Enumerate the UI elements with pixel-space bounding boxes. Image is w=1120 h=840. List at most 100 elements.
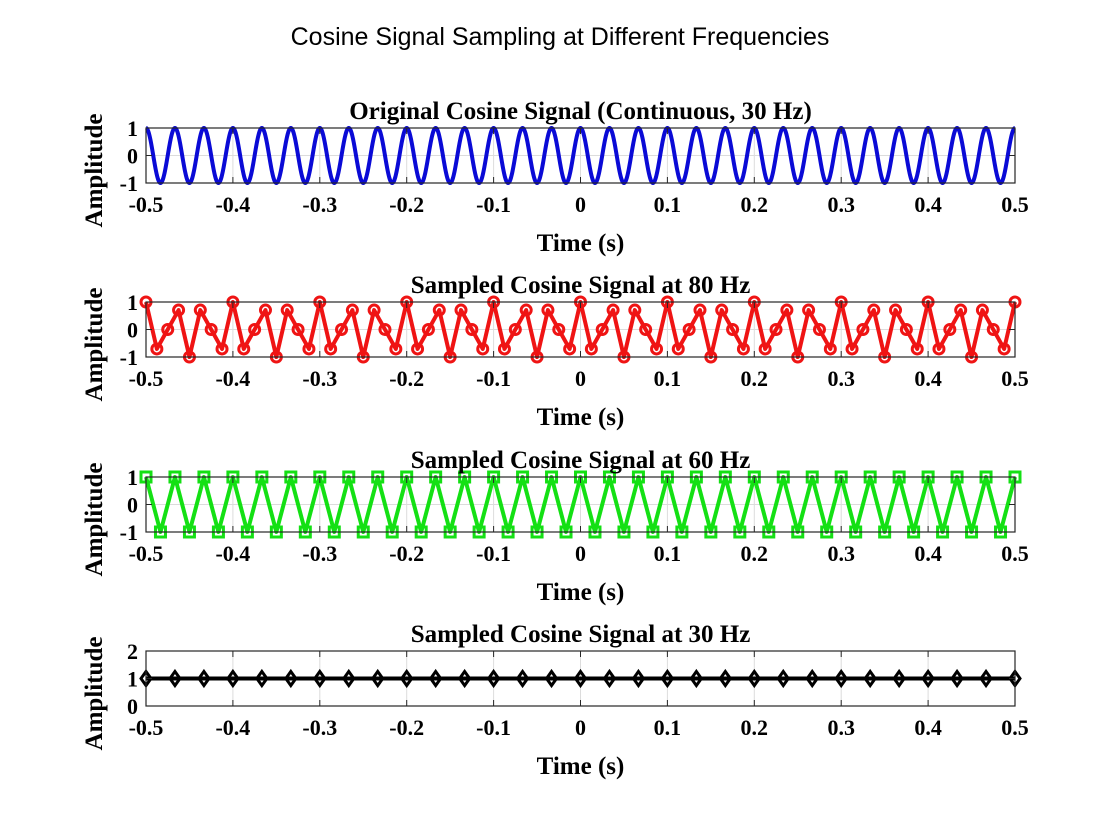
subplot-title: Sampled Cosine Signal at 80 Hz — [411, 272, 751, 299]
data-point — [954, 303, 968, 317]
x-tick-label: 0.1 — [654, 715, 682, 740]
x-tick-label: 0.5 — [1001, 715, 1029, 740]
y-tick-label: 0 — [127, 318, 138, 343]
data-point — [255, 668, 269, 689]
x-tick-label: 0.3 — [827, 192, 855, 217]
y-axis-label: Amplitude — [81, 463, 108, 577]
subplot-grid: -0.5 -0.4 -0.3 -0.2 -0.1 0 0.1 0.2 0.3 0.4 0.5-101… — [81, 98, 1029, 780]
data-point — [650, 342, 664, 356]
data-point — [606, 303, 620, 317]
x-tick-label: -0.4 — [215, 715, 250, 740]
data-point — [237, 342, 251, 356]
figure-title: Cosine Signal Sampling at Different Freq… — [291, 23, 830, 51]
data-point — [718, 668, 733, 689]
x-tick-label: 0.2 — [741, 541, 769, 566]
x-tick-label: 0.4 — [914, 192, 942, 217]
data-point — [302, 342, 316, 356]
y-tick-label: 0 — [127, 144, 138, 169]
data-point — [863, 668, 878, 689]
data-point — [335, 323, 349, 336]
data-point — [805, 668, 820, 689]
x-axis-label: Time (s) — [537, 753, 625, 780]
data-point — [341, 668, 356, 689]
data-point — [291, 323, 305, 336]
data-point — [552, 323, 566, 336]
x-tick-label: 0.5 — [1001, 366, 1029, 391]
x-tick-label: 0.1 — [654, 366, 682, 391]
data-point — [248, 323, 262, 336]
y-axis-label: Amplitude — [81, 637, 108, 751]
data-point — [602, 668, 617, 689]
data-point — [595, 323, 609, 336]
y-axis-label: Amplitude — [81, 114, 108, 228]
data-point — [899, 323, 913, 336]
data-point — [910, 342, 924, 356]
x-tick-label: 0.2 — [741, 366, 769, 391]
x-tick-label: 0.2 — [741, 715, 769, 740]
data-point — [921, 668, 935, 689]
x-tick-label: -0.1 — [476, 715, 511, 740]
data-point — [889, 303, 903, 317]
subplot-4: -0.5 -0.4 -0.3 -0.2 -0.1 0 0.1 0.2 0.3 0.4 0.5012S… — [81, 621, 1029, 780]
x-tick-label: -0.3 — [302, 192, 337, 217]
x-tick-label: 0.1 — [654, 541, 682, 566]
data-point — [421, 323, 435, 336]
x-tick-label: -0.2 — [389, 715, 424, 740]
data-point — [856, 323, 870, 336]
subplot-1: -0.5 -0.4 -0.3 -0.2 -0.1 0 0.1 0.2 0.3 0.4 0.5-101… — [81, 98, 1029, 257]
x-tick-label: 0 — [575, 715, 586, 740]
data-point — [682, 323, 696, 336]
data-point — [172, 303, 186, 317]
x-tick-label: -0.3 — [302, 715, 337, 740]
data-point — [476, 342, 490, 356]
data-point — [693, 303, 707, 317]
data-point — [867, 303, 881, 317]
data-point — [411, 342, 425, 356]
data-point — [215, 342, 229, 356]
data-point — [979, 668, 993, 689]
x-tick-label: -0.5 — [129, 715, 164, 740]
data-point — [997, 342, 1011, 356]
data-point — [892, 668, 906, 689]
x-tick-label: 0.3 — [827, 541, 855, 566]
data-point — [399, 668, 414, 689]
data-point — [639, 323, 653, 336]
data-point — [280, 303, 294, 317]
data-point — [689, 668, 704, 689]
data-point — [812, 323, 826, 336]
data-point — [193, 303, 207, 317]
y-tick-label: 1 — [127, 667, 138, 692]
data-point — [631, 668, 646, 689]
y-tick-label: -1 — [120, 520, 138, 545]
data-point — [204, 323, 218, 336]
data-point — [747, 668, 762, 689]
data-point — [845, 342, 859, 356]
data-point — [758, 342, 772, 356]
data-point — [584, 342, 598, 356]
x-axis-label: Time (s) — [537, 230, 625, 257]
x-tick-label: -0.5 — [129, 366, 164, 391]
data-point — [197, 668, 211, 689]
data-point — [515, 668, 530, 689]
x-tick-label: -0.1 — [476, 541, 511, 566]
data-point — [161, 323, 175, 336]
y-tick-label: 1 — [127, 465, 138, 490]
x-axis-label: Time (s) — [537, 579, 625, 606]
data-point — [378, 323, 392, 336]
data-point — [660, 668, 675, 689]
data-point — [432, 303, 446, 317]
data-point — [486, 668, 501, 689]
data-point — [389, 342, 403, 356]
data-point — [258, 303, 272, 317]
data-point — [283, 668, 298, 689]
data-point — [802, 303, 816, 317]
x-tick-label: -0.3 — [302, 366, 337, 391]
y-tick-label: -1 — [120, 345, 138, 370]
subplot-title: Original Cosine Signal (Continuous, 30 H… — [349, 98, 812, 125]
x-tick-label: -0.1 — [476, 366, 511, 391]
x-tick-label: 0.1 — [654, 192, 682, 217]
x-tick-label: -0.3 — [302, 541, 337, 566]
data-point — [823, 342, 837, 356]
data-point — [428, 668, 443, 689]
